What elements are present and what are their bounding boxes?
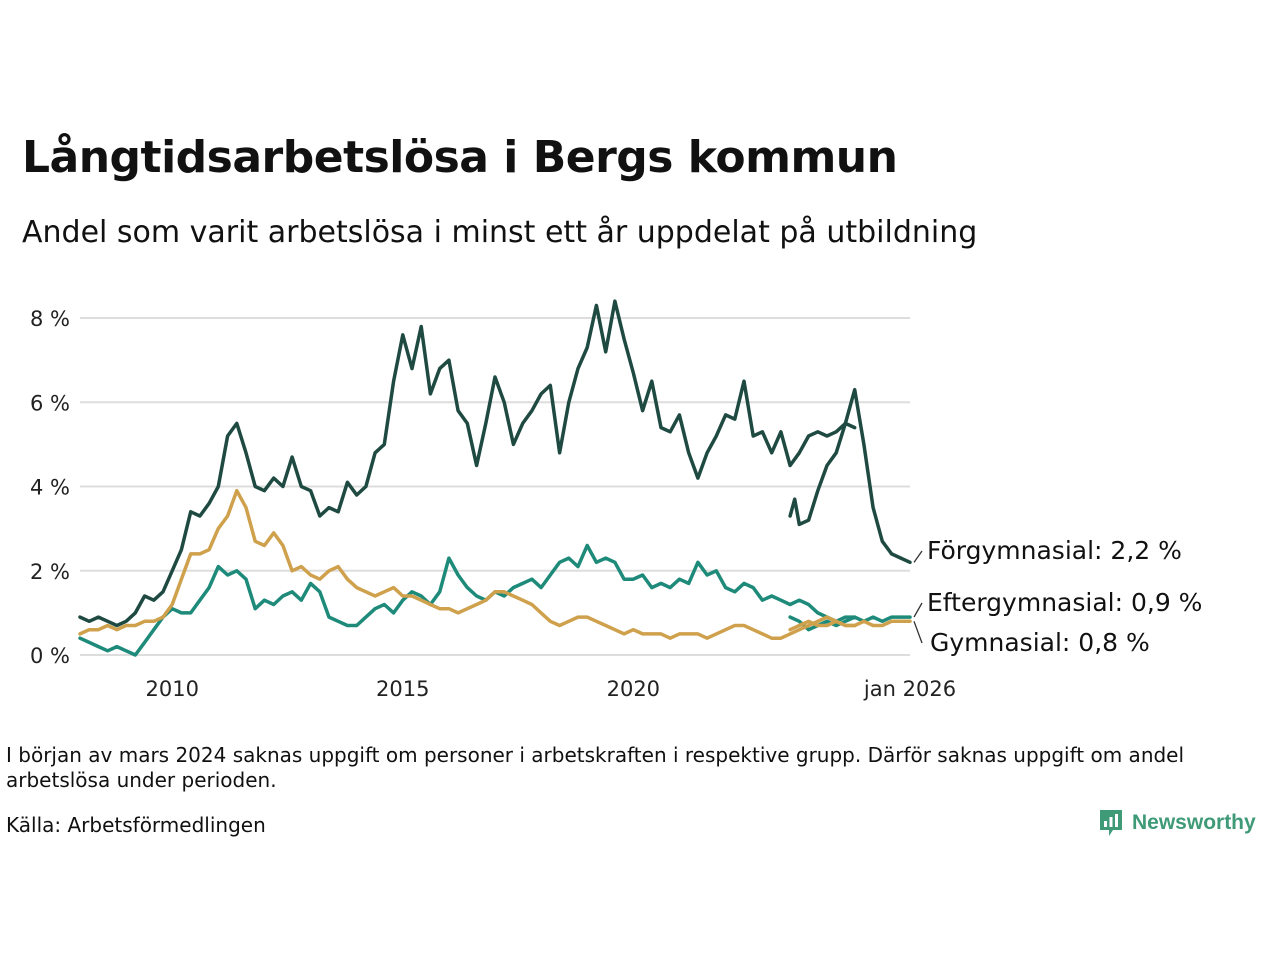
series-line-eftergymnasial-1 bbox=[78, 543, 857, 657]
end-label-eftergymnasial: Eftergymnasial: 0,9 % bbox=[927, 588, 1202, 617]
end-label-leader bbox=[913, 550, 923, 563]
y-tick-label: 2 % bbox=[30, 560, 70, 584]
y-tick-label: 4 % bbox=[30, 476, 70, 500]
footnote: I början av mars 2024 saknas uppgift om … bbox=[6, 743, 1185, 792]
series-line-gymnasial-1 bbox=[78, 488, 857, 640]
y-tick-label: 0 % bbox=[30, 644, 70, 668]
x-tick-label: 2010 bbox=[145, 677, 198, 701]
x-tick-label: 2020 bbox=[607, 677, 660, 701]
series-gymnasial bbox=[78, 488, 912, 640]
end-label-förgymnasial: Förgymnasial: 2,2 % bbox=[927, 536, 1182, 565]
y-tick-label: 8 % bbox=[30, 307, 70, 331]
x-tick-label: 2015 bbox=[376, 677, 429, 701]
x-axis-ticks: 2010 2015 2020 jan 2026 bbox=[145, 677, 956, 701]
chart-title: Långtidsarbetslösa i Bergs kommun bbox=[22, 132, 898, 183]
series-line-förgymnasial-1 bbox=[78, 299, 857, 628]
chart-subtitle: Andel som varit arbetslösa i minst ett å… bbox=[22, 215, 978, 250]
newsworthy-logo: Newsworthy bbox=[1098, 808, 1256, 838]
newsworthy-logo-icon bbox=[1100, 810, 1122, 836]
x-tick-label: jan 2026 bbox=[863, 677, 956, 701]
series-line-gymnasial-2 bbox=[788, 619, 912, 632]
series-lines bbox=[78, 299, 912, 657]
newsworthy-logo-text: Newsworthy bbox=[1132, 811, 1256, 834]
y-axis-ticks: 0 % 2 % 4 % 6 % 8 % bbox=[30, 307, 70, 668]
end-label-leader bbox=[913, 602, 923, 618]
source-text: Källa: Arbetsförmedlingen bbox=[6, 813, 266, 837]
series-line-eftergymnasial-2 bbox=[788, 615, 912, 632]
gridlines bbox=[80, 317, 910, 656]
series-eftergymnasial bbox=[78, 543, 912, 657]
end-labels: Förgymnasial: 2,2 % Eftergymnasial: 0,9 %… bbox=[913, 536, 1202, 657]
line-chart: 0 % 2 % 4 % 6 % 8 % 2010 2015 2020 jan 2026 För… bbox=[30, 299, 1202, 701]
end-label-gymnasial: Gymnasial: 0,8 % bbox=[930, 628, 1150, 657]
series-förgymnasial bbox=[78, 299, 912, 628]
y-tick-label: 6 % bbox=[30, 391, 70, 415]
series-line-förgymnasial-2 bbox=[788, 387, 912, 565]
end-label-leader bbox=[913, 621, 923, 644]
